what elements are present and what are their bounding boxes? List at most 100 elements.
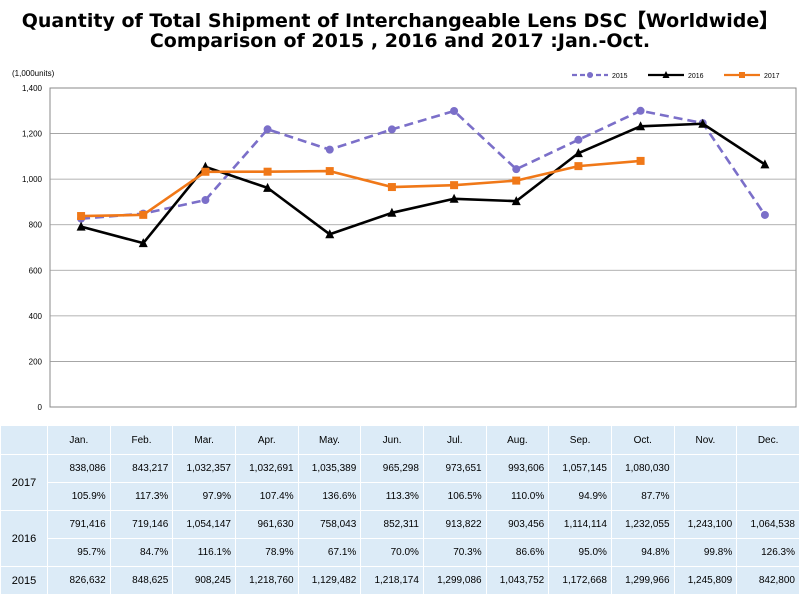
data-point-2015 bbox=[450, 106, 459, 115]
table-cell-percent: 95.0% bbox=[548, 538, 612, 567]
data-point-2015 bbox=[201, 196, 210, 205]
data-point-2016 bbox=[325, 229, 335, 239]
table-cell-value bbox=[736, 454, 800, 483]
data-point-2016 bbox=[573, 148, 583, 158]
month-header: Dec. bbox=[736, 425, 800, 455]
table-cell-percent: 70.3% bbox=[422, 538, 487, 567]
month-header: Aug. bbox=[485, 425, 550, 455]
table-cell-value: 1,057,145 bbox=[548, 454, 612, 483]
month-header: Oct. bbox=[610, 425, 675, 455]
y-tick-label: 1,400 bbox=[22, 84, 43, 93]
data-point-2017 bbox=[574, 162, 583, 171]
year-label: 2016 bbox=[0, 510, 48, 567]
table-cell-value: 1,064,538 bbox=[736, 510, 800, 539]
table-cell-percent: 136.6% bbox=[297, 482, 362, 511]
table-cell-value: 993,606 bbox=[485, 454, 550, 483]
table-cell-percent: 78.9% bbox=[234, 538, 299, 567]
legend-marker-2016 bbox=[662, 71, 670, 78]
series-line-2016 bbox=[80, 122, 766, 245]
table-cell-percent: 84.7% bbox=[109, 538, 174, 567]
table-cell-percent: 107.4% bbox=[234, 482, 299, 511]
y-tick-label: 1,000 bbox=[22, 175, 43, 184]
month-header: Feb. bbox=[109, 425, 174, 455]
y-tick-label: 600 bbox=[29, 266, 43, 275]
table-cell-value bbox=[673, 454, 738, 483]
plot-area bbox=[49, 87, 797, 408]
month-header: May. bbox=[297, 425, 362, 455]
table-cell-value: 843,217 bbox=[109, 454, 174, 483]
data-point-2017 bbox=[450, 181, 459, 190]
year-label: 2017 bbox=[0, 454, 48, 511]
data-point-2015 bbox=[512, 165, 521, 174]
data-table: Jan. Feb. Mar. Apr. May. Jun. Jul. Aug. Sep. Oct.… bbox=[0, 425, 800, 595]
data-point-2015 bbox=[636, 106, 645, 115]
table-cell-value: 1,032,691 bbox=[234, 454, 299, 483]
y-tick-label: 1,200 bbox=[22, 130, 43, 139]
table-cell-value: 1,043,752 bbox=[485, 566, 550, 595]
table-cell-value: 719,146 bbox=[109, 510, 174, 539]
y-tick-label: 0 bbox=[38, 403, 43, 412]
table-cell-value: 961,630 bbox=[234, 510, 299, 539]
table-cell-percent bbox=[736, 482, 800, 511]
legend-label-2016: 2016 bbox=[688, 73, 704, 80]
table-cell-percent: 113.3% bbox=[360, 482, 424, 511]
data-point-2017 bbox=[325, 167, 334, 176]
data-point-2017 bbox=[139, 210, 148, 219]
table-cell-value: 1,129,482 bbox=[297, 566, 362, 595]
table-cell-value: 1,035,389 bbox=[297, 454, 362, 483]
table-cell-value: 1,114,114 bbox=[548, 510, 612, 539]
table-cell-value: 1,080,030 bbox=[610, 454, 675, 483]
table-row-percent: 95.7% 84.7% 116.1% 78.9% 67.1% 70.0% 70.3% 86.6… bbox=[1, 538, 800, 567]
table-cell-value: 973,651 bbox=[422, 454, 487, 483]
data-point-2016 bbox=[263, 182, 273, 192]
data-point-2016 bbox=[387, 207, 397, 217]
legend-label-2017: 2017 bbox=[764, 73, 780, 80]
table-cell-value: 852,311 bbox=[360, 510, 424, 539]
legend-label-2015: 2015 bbox=[612, 73, 628, 80]
month-header: Jul. bbox=[422, 425, 487, 455]
table-corner bbox=[0, 425, 48, 455]
table-cell-percent: 94.9% bbox=[548, 482, 612, 511]
month-header: Nov. bbox=[673, 425, 738, 455]
legend-marker-2017 bbox=[739, 72, 745, 78]
table-cell-percent: 110.0% bbox=[485, 482, 550, 511]
table-cell-value: 1,232,055 bbox=[610, 510, 675, 539]
table-cell-value: 848,625 bbox=[109, 566, 174, 595]
table-cell-value: 965,298 bbox=[360, 454, 424, 483]
data-point-2015 bbox=[574, 135, 583, 144]
table-cell-value: 826,632 bbox=[47, 566, 111, 595]
table-cell-value: 842,800 bbox=[736, 566, 800, 595]
month-header: Sep. bbox=[548, 425, 612, 455]
table-cell-value: 1,299,966 bbox=[610, 566, 675, 595]
month-header: Mar. bbox=[172, 425, 236, 455]
data-point-2015 bbox=[387, 125, 396, 134]
data-point-2017 bbox=[512, 176, 521, 185]
table-cell-percent: 67.1% bbox=[297, 538, 362, 567]
chart-title: Quantity of Total Shipment of Interchang… bbox=[21, 10, 779, 32]
table-row: 2015 826,632 848,625 908,245 1,218,760 1,129,… bbox=[0, 566, 800, 595]
data-point-2016 bbox=[760, 159, 770, 169]
month-header: Apr. bbox=[234, 425, 299, 455]
table-cell-value: 908,245 bbox=[172, 566, 236, 595]
data-point-2017 bbox=[77, 212, 86, 221]
table-cell-value: 791,416 bbox=[47, 510, 111, 539]
table-row: 2016 791,416 719,146 1,054,147 961,630 758,04… bbox=[0, 510, 800, 567]
table-cell-value: 1,032,357 bbox=[172, 454, 236, 483]
year-label: 2015 bbox=[0, 566, 48, 595]
table-cell-value: 1,243,100 bbox=[673, 510, 738, 539]
table-cell-percent: 70.0% bbox=[360, 538, 424, 567]
chart-subtitle: Comparison of 2015 , 2016 and 2017 :Jan.… bbox=[149, 30, 651, 52]
y-tick-label: 200 bbox=[29, 357, 43, 366]
series-line-2015 bbox=[80, 109, 766, 220]
table-cell-value: 913,822 bbox=[422, 510, 487, 539]
data-point-2015 bbox=[263, 125, 272, 134]
month-header: Jan. bbox=[47, 425, 111, 455]
month-header: Jun. bbox=[360, 425, 424, 455]
table-cell-value: 758,043 bbox=[297, 510, 362, 539]
table-cell-percent: 95.7% bbox=[47, 538, 111, 567]
table-row: 2017 838,086 843,217 1,032,357 1,032,691 1,03… bbox=[0, 454, 800, 511]
legend-marker-2015 bbox=[587, 72, 593, 78]
table-cell-percent: 86.6% bbox=[485, 538, 550, 567]
table-cell-value: 1,218,174 bbox=[360, 566, 424, 595]
data-point-2016 bbox=[76, 221, 86, 231]
